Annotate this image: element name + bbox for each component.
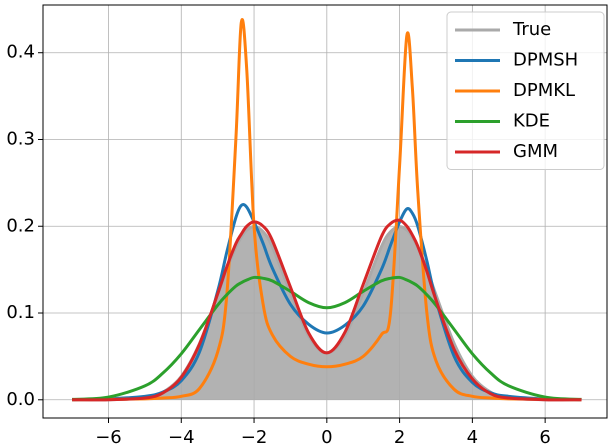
plot-frame bbox=[42, 4, 608, 419]
line bbox=[72, 203, 582, 402]
x-tick-label: 0 bbox=[321, 427, 332, 447]
x-tick-label: −4 bbox=[168, 427, 195, 447]
legend-box bbox=[446, 11, 605, 170]
line bbox=[72, 275, 582, 401]
x-tick-label: 2 bbox=[394, 427, 405, 447]
y-tick-label: 0.2 bbox=[6, 215, 35, 236]
y-tick-label: 0.3 bbox=[6, 128, 35, 149]
legend-label: KDE bbox=[513, 111, 550, 132]
line bbox=[72, 218, 582, 402]
y-tick-label: 0.1 bbox=[6, 302, 35, 323]
x-tick-label: 4 bbox=[467, 427, 478, 447]
legend-label: DPMKL bbox=[513, 80, 575, 101]
legend-label: GMM bbox=[513, 141, 558, 162]
legend: True DPMSH DPMKL KDE GMM bbox=[446, 11, 605, 170]
legend-label: DPMSH bbox=[513, 50, 578, 71]
line bbox=[72, 18, 582, 402]
x-tick-label: 6 bbox=[539, 427, 550, 447]
x-tick-label: −2 bbox=[241, 427, 268, 447]
x-tick-label: −6 bbox=[95, 427, 122, 447]
legend-label: True bbox=[512, 19, 551, 40]
y-tick-label: 0.4 bbox=[6, 42, 35, 63]
y-tick-label: 0.0 bbox=[6, 389, 35, 410]
